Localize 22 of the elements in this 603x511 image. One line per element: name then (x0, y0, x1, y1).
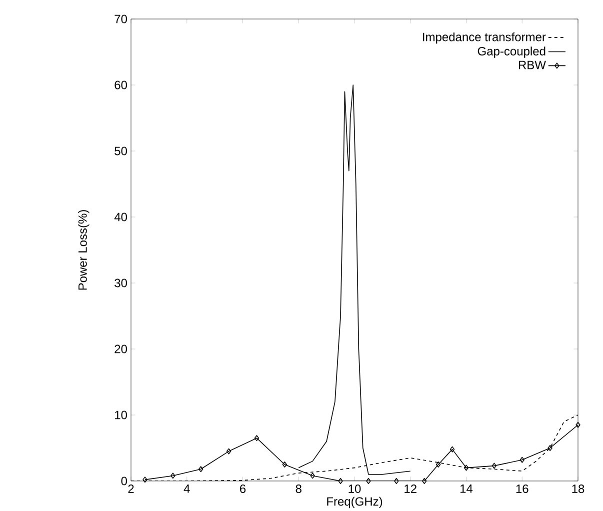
legend-label: Gap-coupled (478, 46, 546, 58)
x-tick-label: 12 (404, 484, 416, 493)
x-tick-label: 6 (240, 484, 246, 493)
y-tick-label: 50 (114, 146, 127, 156)
y-tick-label: 10 (115, 410, 127, 420)
y-axis-title: Power Loss(%) (78, 210, 90, 290)
legend-label: RBW (518, 60, 546, 69)
x-tick-label: 14 (460, 484, 473, 493)
y-tick-label: 20 (114, 344, 127, 354)
x-tick-label: 2 (128, 484, 134, 493)
x-axis-title: Freq(GHz) (327, 496, 382, 508)
y-tick-label: 60 (114, 80, 127, 90)
y-tick-label: 40 (114, 212, 127, 222)
y-tick-label: 0 (121, 476, 128, 486)
legend-label: Impedance transformer (423, 32, 546, 44)
x-tick-label: 8 (296, 484, 302, 493)
x-tick-label: 18 (572, 484, 584, 493)
x-tick-label: 10 (348, 484, 361, 493)
y-tick-label: 70 (114, 14, 127, 24)
y-tick-label: 30 (114, 278, 127, 288)
x-tick-label: 16 (516, 484, 528, 493)
x-tick-label: 4 (184, 484, 190, 493)
